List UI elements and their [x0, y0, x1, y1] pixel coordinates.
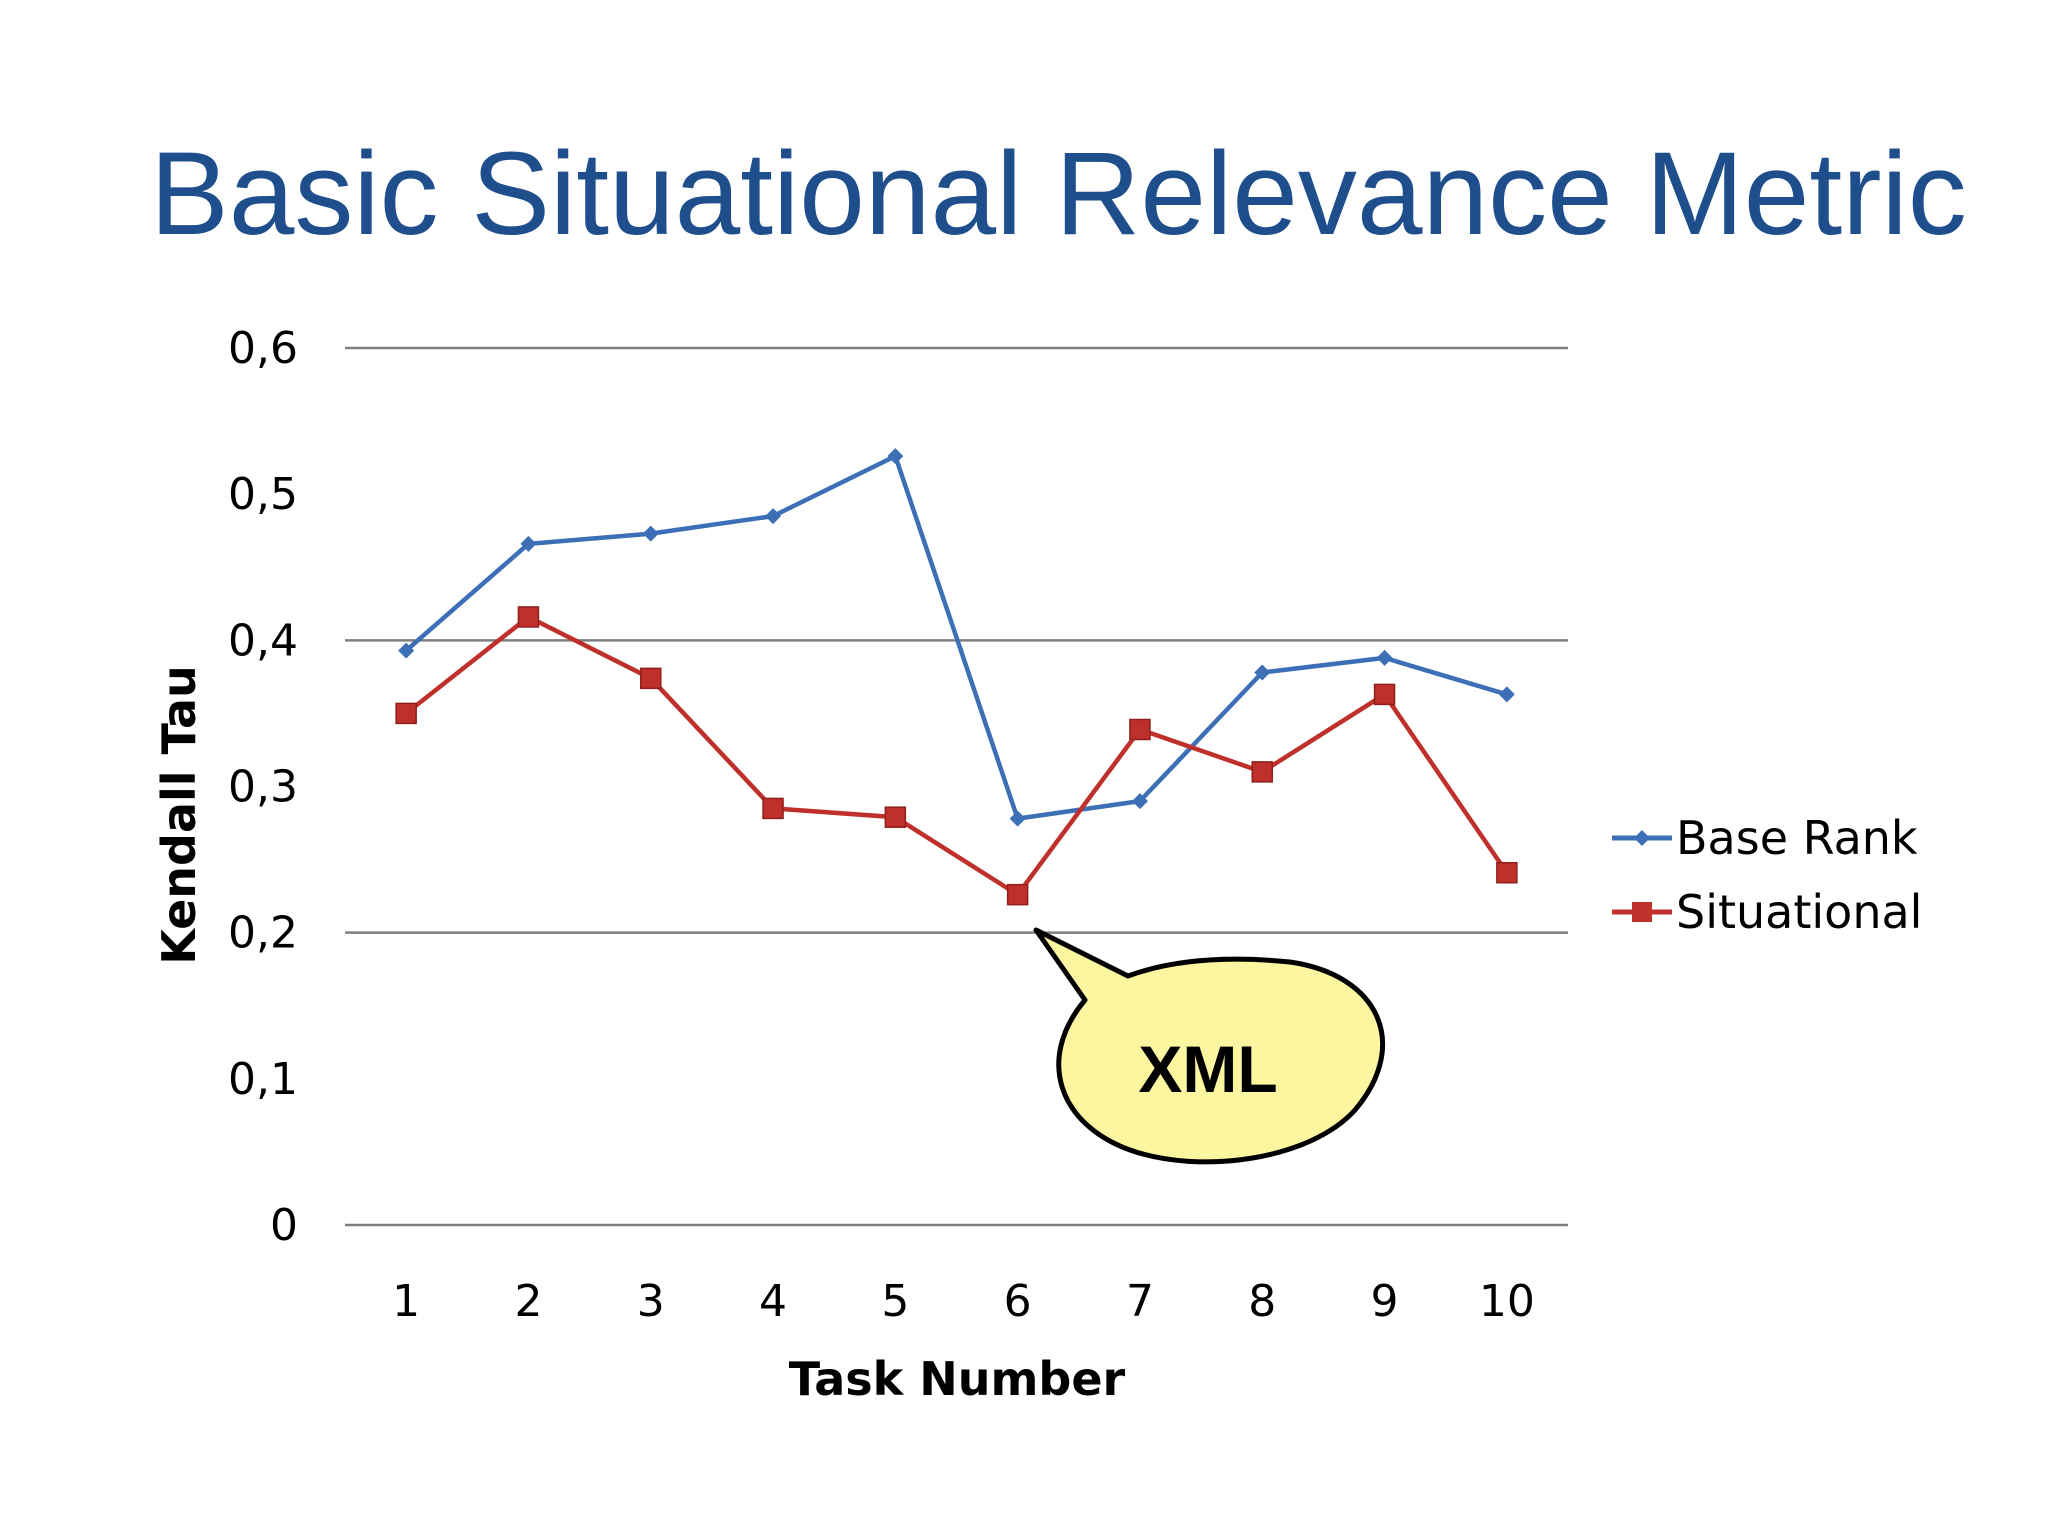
x-tick-label: 2 — [514, 1276, 542, 1327]
x-tick-label: 7 — [1126, 1276, 1154, 1327]
data-point — [1006, 883, 1029, 906]
legend: Base Rank Situational — [1612, 811, 1922, 939]
data-point — [1373, 683, 1396, 706]
legend-item: Situational — [1612, 885, 1922, 939]
x-tick-label: 3 — [637, 1276, 665, 1327]
xml-callout: XML — [1033, 927, 1385, 1165]
data-point — [1129, 718, 1151, 741]
data-point — [887, 448, 904, 465]
series-base-rank — [398, 448, 1515, 827]
y-tick-label: 0,6 — [228, 323, 298, 374]
y-tick-label: 0,4 — [228, 615, 298, 666]
x-tick-label: 6 — [1004, 1276, 1032, 1327]
legend-item: Base Rank — [1612, 811, 1918, 865]
x-tick-label: 10 — [1479, 1276, 1535, 1327]
data-point — [1376, 649, 1393, 666]
y-tick-label: 0,2 — [228, 908, 298, 959]
y-tick-label: 0,3 — [228, 762, 298, 813]
gridlines — [345, 346, 1568, 1227]
data-point — [1131, 793, 1148, 810]
callout-bubble-shape — [1033, 927, 1385, 1165]
data-point — [1251, 761, 1273, 783]
x-tick-label: 8 — [1248, 1276, 1276, 1327]
legend-label: Base Rank — [1676, 811, 1918, 865]
data-point — [517, 606, 540, 628]
y-tick-label: 0 — [270, 1200, 298, 1251]
x-tick-label: 4 — [759, 1276, 787, 1327]
data-point — [642, 525, 659, 542]
data-point — [1254, 664, 1271, 681]
data-point — [1498, 686, 1515, 703]
y-tick-label: 0,1 — [228, 1054, 298, 1105]
series-situational — [395, 606, 1518, 906]
legend-label: Situational — [1676, 885, 1922, 939]
data-point — [765, 508, 782, 525]
data-point — [1009, 810, 1026, 827]
series-group — [395, 448, 1518, 906]
x-axis-ticks: 1 2 3 4 5 6 7 8 9 10 — [392, 1276, 1535, 1327]
y-axis-ticks: 0 0,1 0,2 0,3 0,4 0,5 0,6 — [228, 323, 298, 1251]
callout-label: XML — [1138, 1032, 1277, 1106]
legend-marker — [1634, 830, 1650, 846]
data-point — [520, 535, 537, 552]
x-tick-label: 5 — [881, 1276, 909, 1327]
legend-marker — [1632, 902, 1652, 922]
y-tick-label: 0,5 — [228, 469, 298, 520]
series-line — [404, 614, 1509, 897]
data-point — [640, 667, 662, 690]
series-line — [404, 453, 1508, 821]
data-point — [395, 702, 417, 725]
data-point — [1496, 861, 1518, 884]
data-point — [762, 797, 784, 820]
y-axis-title: Kendall Tau — [152, 665, 206, 965]
x-axis-title: Task Number — [789, 1352, 1126, 1406]
data-point — [884, 806, 907, 828]
x-tick-label: 9 — [1371, 1276, 1399, 1327]
data-point — [398, 642, 415, 659]
x-tick-label: 1 — [392, 1276, 420, 1327]
slide-title: Basic Situational Relevance Metric — [150, 128, 1967, 260]
